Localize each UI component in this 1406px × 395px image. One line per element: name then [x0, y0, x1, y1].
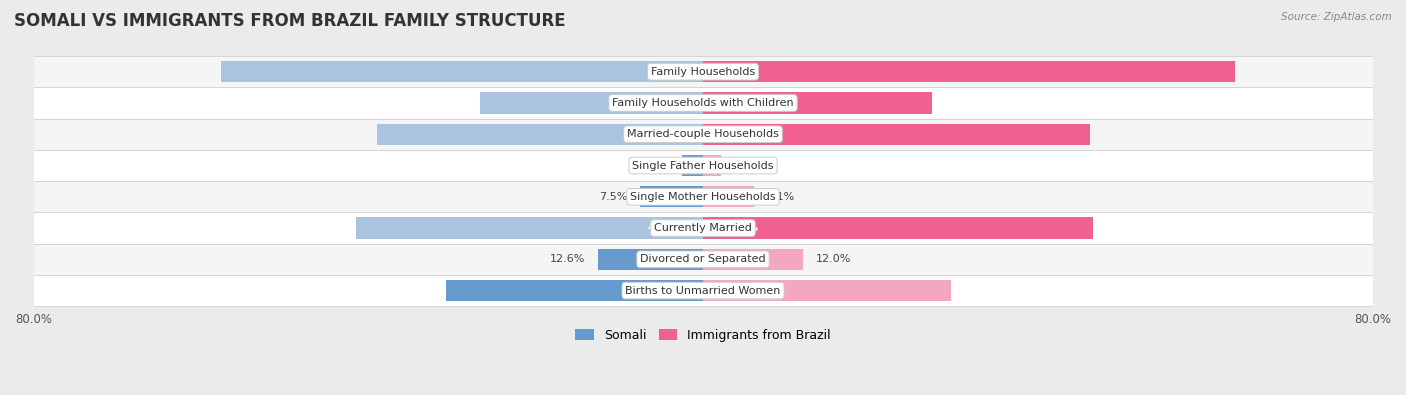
Text: 46.6%: 46.6% [720, 223, 759, 233]
Bar [598, 249, 703, 270]
Bar [703, 155, 721, 176]
Bar [703, 92, 932, 114]
Text: 29.6%: 29.6% [720, 286, 759, 295]
FancyBboxPatch shape [25, 213, 1381, 244]
Text: Single Father Households: Single Father Households [633, 160, 773, 171]
Text: 26.7%: 26.7% [648, 98, 686, 108]
Text: 12.0%: 12.0% [815, 254, 852, 264]
Text: Family Households with Children: Family Households with Children [612, 98, 794, 108]
Text: SOMALI VS IMMIGRANTS FROM BRAZIL FAMILY STRUCTURE: SOMALI VS IMMIGRANTS FROM BRAZIL FAMILY … [14, 12, 565, 30]
Bar [221, 61, 703, 82]
Text: Divorced or Separated: Divorced or Separated [640, 254, 766, 264]
Bar [479, 92, 703, 114]
Bar [446, 280, 703, 301]
FancyBboxPatch shape [25, 118, 1381, 150]
Bar [703, 249, 803, 270]
FancyBboxPatch shape [25, 56, 1381, 87]
Text: Source: ZipAtlas.com: Source: ZipAtlas.com [1281, 12, 1392, 22]
Bar [703, 61, 1236, 82]
Bar [640, 186, 703, 207]
FancyBboxPatch shape [25, 87, 1381, 118]
Text: 12.6%: 12.6% [550, 254, 585, 264]
Text: Single Mother Households: Single Mother Households [630, 192, 776, 202]
Legend: Somali, Immigrants from Brazil: Somali, Immigrants from Brazil [569, 324, 837, 347]
Bar [682, 155, 703, 176]
Text: Married-couple Households: Married-couple Households [627, 129, 779, 139]
Text: 46.2%: 46.2% [720, 129, 759, 139]
Text: 27.4%: 27.4% [720, 98, 758, 108]
Bar [703, 124, 1090, 145]
Bar [703, 186, 754, 207]
Text: 57.6%: 57.6% [648, 67, 686, 77]
FancyBboxPatch shape [25, 244, 1381, 275]
Text: 63.6%: 63.6% [720, 67, 758, 77]
Text: Currently Married: Currently Married [654, 223, 752, 233]
Text: 39.0%: 39.0% [648, 129, 686, 139]
Text: 41.5%: 41.5% [648, 223, 686, 233]
Bar [356, 217, 703, 239]
Bar [703, 217, 1092, 239]
Text: Family Households: Family Households [651, 67, 755, 77]
Text: Births to Unmarried Women: Births to Unmarried Women [626, 286, 780, 295]
Bar [703, 280, 950, 301]
FancyBboxPatch shape [25, 275, 1381, 306]
FancyBboxPatch shape [25, 181, 1381, 213]
Text: 2.5%: 2.5% [641, 160, 669, 171]
Text: 2.2%: 2.2% [734, 160, 762, 171]
Text: 6.1%: 6.1% [766, 192, 794, 202]
Text: 30.7%: 30.7% [648, 286, 686, 295]
Text: 7.5%: 7.5% [599, 192, 627, 202]
FancyBboxPatch shape [25, 150, 1381, 181]
Bar [377, 124, 703, 145]
